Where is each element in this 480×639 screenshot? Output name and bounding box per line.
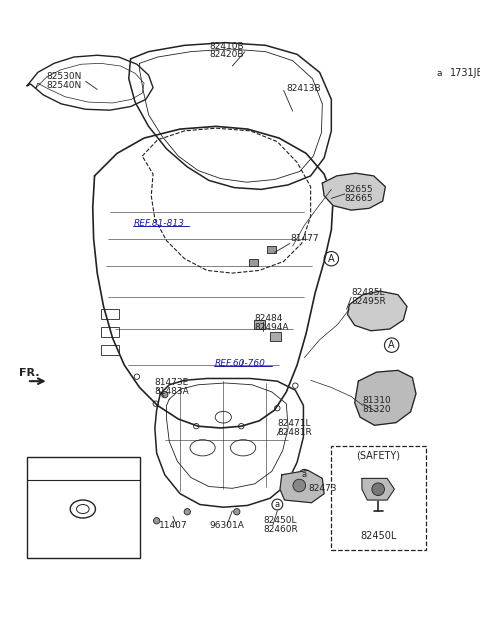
Text: 82665: 82665 <box>345 194 373 203</box>
Text: 82410B: 82410B <box>210 42 244 50</box>
Bar <box>254 320 264 329</box>
Bar <box>101 345 119 355</box>
Text: 82460R: 82460R <box>264 525 299 534</box>
Polygon shape <box>362 479 395 500</box>
Text: 81473E: 81473E <box>155 378 189 387</box>
Circle shape <box>234 509 240 515</box>
Text: A: A <box>328 254 335 264</box>
Bar <box>331 446 426 550</box>
Text: 82484: 82484 <box>254 314 282 323</box>
Text: a: a <box>437 69 442 78</box>
Circle shape <box>372 483 384 495</box>
Text: REF.81-813: REF.81-813 <box>133 219 184 228</box>
Polygon shape <box>280 470 324 503</box>
Text: 82655: 82655 <box>345 185 373 194</box>
Text: REF.60-760: REF.60-760 <box>214 358 265 367</box>
Text: A: A <box>388 340 395 350</box>
Text: 82494A: 82494A <box>254 323 288 332</box>
Text: 96301A: 96301A <box>209 521 244 530</box>
Text: (SAFETY): (SAFETY) <box>356 450 400 460</box>
Bar <box>101 327 119 337</box>
Text: 11407: 11407 <box>158 521 187 530</box>
Text: 82413B: 82413B <box>286 84 321 93</box>
Polygon shape <box>323 173 385 210</box>
Bar <box>270 332 281 341</box>
Text: 81477: 81477 <box>290 235 319 243</box>
Text: 82450L: 82450L <box>264 516 297 525</box>
Polygon shape <box>355 371 416 426</box>
Bar <box>250 259 258 266</box>
Text: 81310: 81310 <box>362 396 391 406</box>
Text: 82530N: 82530N <box>47 72 82 81</box>
Text: 82540N: 82540N <box>47 81 82 90</box>
Circle shape <box>184 509 191 515</box>
Bar <box>101 309 119 319</box>
Text: 82485L: 82485L <box>351 288 384 297</box>
Polygon shape <box>348 291 407 331</box>
Bar <box>27 457 140 558</box>
Text: a: a <box>302 470 307 479</box>
Circle shape <box>162 392 168 398</box>
Circle shape <box>293 479 306 492</box>
Text: 82450L: 82450L <box>360 531 396 541</box>
Text: 82420B: 82420B <box>210 50 244 59</box>
Text: FR.: FR. <box>19 368 39 378</box>
Bar <box>267 246 276 253</box>
Text: 81483A: 81483A <box>155 387 190 396</box>
Text: 81320: 81320 <box>362 406 391 415</box>
Text: a: a <box>275 500 280 509</box>
Text: 1731JE: 1731JE <box>450 68 480 78</box>
Text: 82481R: 82481R <box>277 428 312 437</box>
Text: 82473: 82473 <box>308 484 336 493</box>
Text: 82495R: 82495R <box>351 297 386 307</box>
Circle shape <box>154 518 160 524</box>
Text: 82471L: 82471L <box>277 419 311 428</box>
